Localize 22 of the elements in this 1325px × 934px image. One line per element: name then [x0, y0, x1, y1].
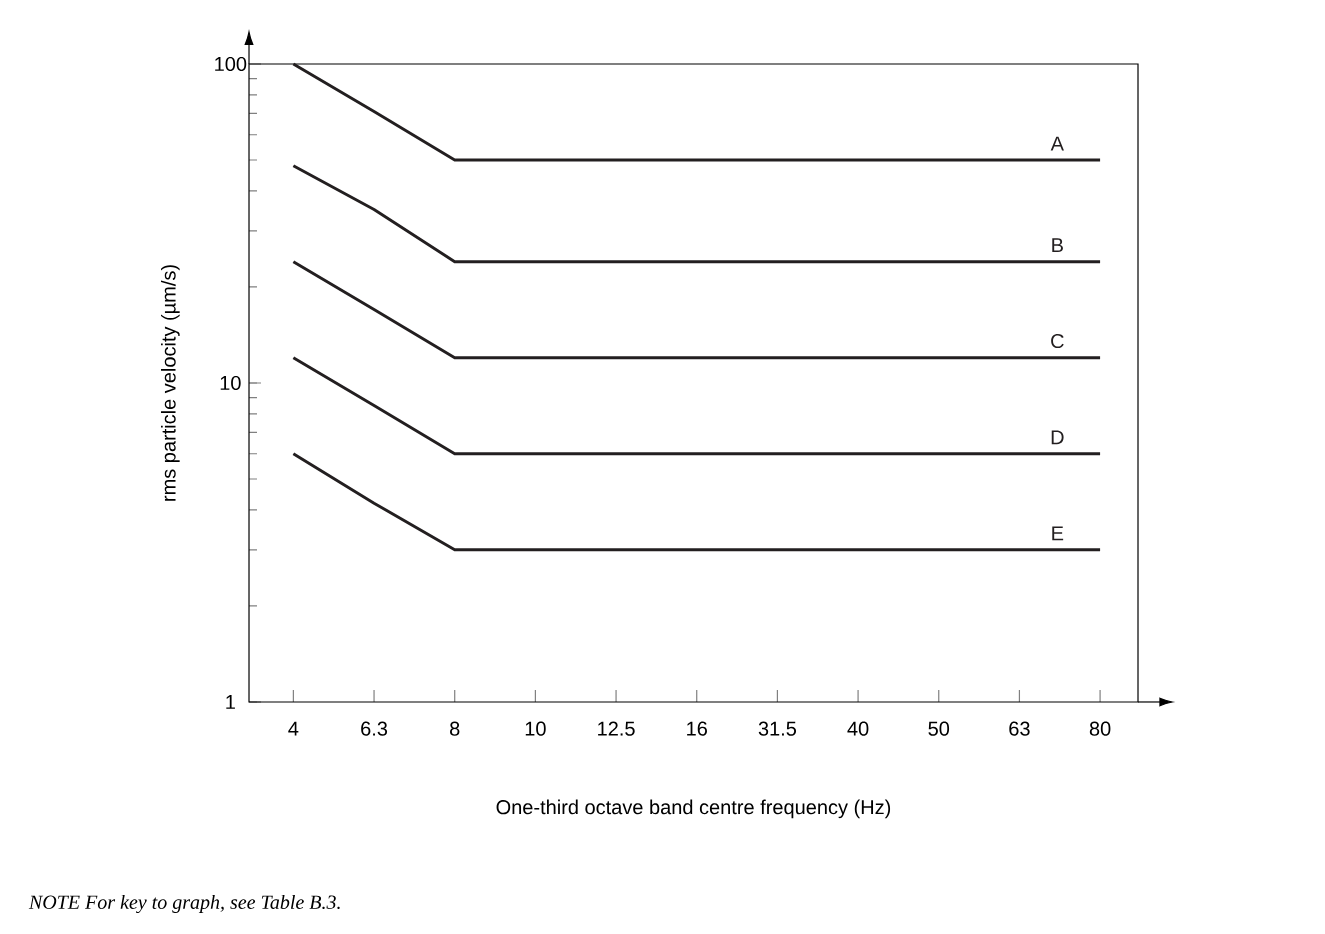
series-label: B	[1052, 238, 1063, 253]
x-tick-label: 16	[687, 721, 707, 736]
text: NOTE For key to graph, see Table B.3.	[28, 894, 340, 914]
series-label: A	[1050, 136, 1064, 151]
x-tick-label: 12.5	[598, 721, 635, 736]
y-tick-label: 10	[220, 375, 241, 391]
series-label: E	[1052, 526, 1064, 541]
x-tick-label: 6.3	[361, 721, 388, 736]
x-tick-label: 63	[1009, 721, 1030, 736]
series-label: D	[1051, 430, 1064, 445]
x-tick-label: 8	[450, 721, 460, 736]
x-tick-label: 10	[525, 721, 546, 736]
y-axis-title: rms particle velocity (µm/s)	[161, 265, 180, 501]
y-tick-label: 100	[215, 56, 247, 72]
x-tick-label: 80	[1089, 721, 1111, 736]
x-tick-label: 50	[928, 721, 950, 736]
series-label: C	[1051, 333, 1064, 349]
x-axis-title: One-third octave band centre frequency (Hz)	[496, 799, 891, 819]
x-tick-label: 40	[847, 721, 869, 736]
x-tick-label: 4	[288, 721, 299, 736]
x-tick-label: 31.5	[758, 721, 797, 736]
y-tick-label: 1	[226, 695, 235, 709]
